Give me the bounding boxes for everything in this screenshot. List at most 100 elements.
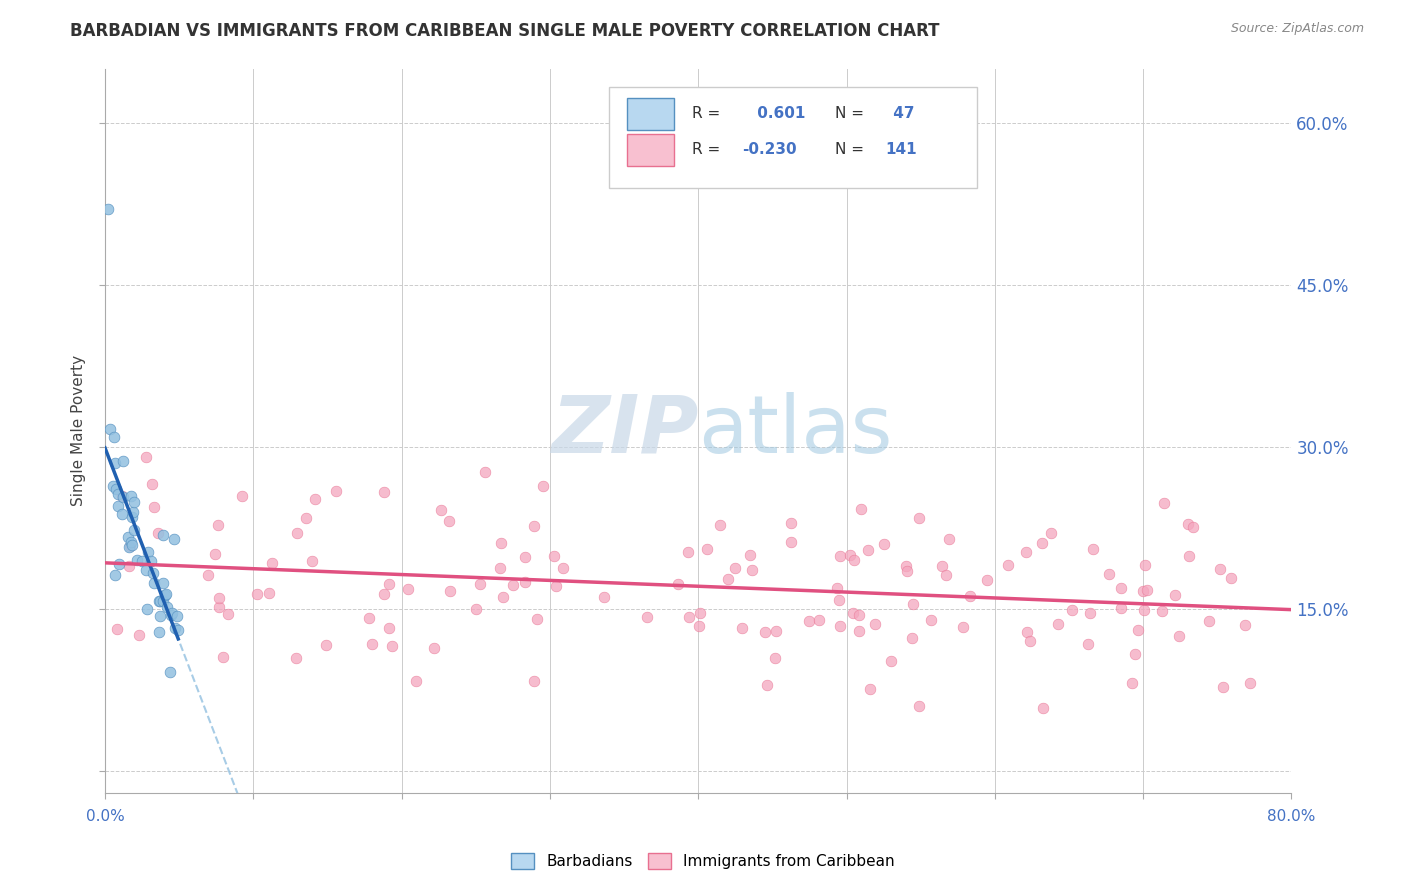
Point [295, 511, 318, 525]
Text: Source: ZipAtlas.com: Source: ZipAtlas.com [1230, 22, 1364, 36]
Point [167, 623, 190, 637]
Point [859, 682, 882, 697]
Point [1121, 676, 1143, 690]
Point [515, 575, 537, 590]
Point [1164, 588, 1187, 602]
Point [1133, 558, 1156, 573]
Point [1077, 637, 1099, 651]
Point [489, 560, 512, 574]
Point [738, 548, 761, 562]
Point [429, 502, 451, 516]
Point [136, 545, 159, 559]
Point [901, 597, 924, 611]
Point [155, 587, 177, 601]
Point [731, 621, 754, 635]
Point [842, 553, 865, 567]
Point [553, 561, 575, 575]
Point [807, 613, 830, 627]
Point [780, 516, 803, 531]
Point [156, 600, 179, 615]
Point [160, 607, 183, 622]
Point [894, 559, 917, 574]
Point [1015, 624, 1038, 639]
Point [696, 542, 718, 557]
Point [152, 528, 174, 542]
Point [756, 678, 779, 692]
Point [1212, 680, 1234, 694]
Point [152, 594, 174, 608]
Legend: Barbadians, Immigrants from Caribbean: Barbadians, Immigrants from Caribbean [505, 847, 901, 875]
Point [121, 510, 143, 524]
Point [763, 650, 786, 665]
Point [1136, 583, 1159, 598]
Point [108, 558, 131, 572]
Point [107, 486, 129, 500]
Point [873, 537, 896, 551]
Point [716, 572, 738, 586]
Point [1132, 583, 1154, 598]
Point [110, 489, 132, 503]
Point [544, 579, 567, 593]
Point [1031, 536, 1053, 550]
Point [636, 609, 658, 624]
Point [896, 564, 918, 578]
Point [838, 548, 860, 562]
Point [378, 621, 401, 635]
Point [474, 466, 496, 480]
FancyBboxPatch shape [609, 87, 977, 188]
Text: 0.601: 0.601 [752, 106, 806, 121]
Point [1123, 647, 1146, 661]
Point [357, 610, 380, 624]
Point [148, 594, 170, 608]
Text: -0.230: -0.230 [742, 142, 797, 157]
Point [1018, 633, 1040, 648]
Point [1046, 617, 1069, 632]
Point [104, 482, 127, 496]
Point [262, 556, 284, 570]
Point [148, 625, 170, 640]
Point [1109, 600, 1132, 615]
Point [1177, 517, 1199, 532]
Point [1178, 549, 1201, 564]
Text: N =: N = [835, 142, 869, 157]
Point [124, 523, 146, 537]
Point [208, 599, 231, 614]
Point [907, 698, 929, 713]
Point [117, 530, 139, 544]
Point [828, 549, 851, 563]
Text: N =: N = [835, 106, 869, 121]
FancyBboxPatch shape [627, 134, 675, 166]
Point [863, 617, 886, 632]
Point [880, 654, 903, 668]
Point [1239, 676, 1261, 690]
Point [851, 501, 873, 516]
Point [97, 202, 120, 216]
Point [128, 627, 150, 641]
Text: BARBADIAN VS IMMIGRANTS FROM CARIBBEAN SINGLE MALE POVERTY CORRELATION CHART: BARBADIAN VS IMMIGRANTS FROM CARIBBEAN S… [70, 22, 939, 40]
Point [301, 554, 323, 568]
Point [231, 489, 253, 503]
Point [543, 549, 565, 563]
Point [797, 614, 820, 628]
Point [827, 593, 849, 607]
Point [373, 587, 395, 601]
Point [666, 577, 689, 591]
Point [163, 532, 186, 546]
Point [952, 620, 974, 634]
Point [208, 591, 231, 605]
Point [360, 637, 382, 651]
Text: R =: R = [692, 106, 725, 121]
Point [124, 494, 146, 508]
Point [121, 505, 143, 519]
Point [159, 665, 181, 680]
Text: 0.0%: 0.0% [86, 809, 124, 824]
Point [304, 492, 326, 507]
Point [139, 554, 162, 568]
Point [1150, 604, 1173, 618]
Point [997, 558, 1019, 573]
Point [468, 576, 491, 591]
Point [217, 607, 239, 621]
Point [146, 526, 169, 541]
Point [513, 549, 536, 564]
Point [489, 536, 512, 550]
